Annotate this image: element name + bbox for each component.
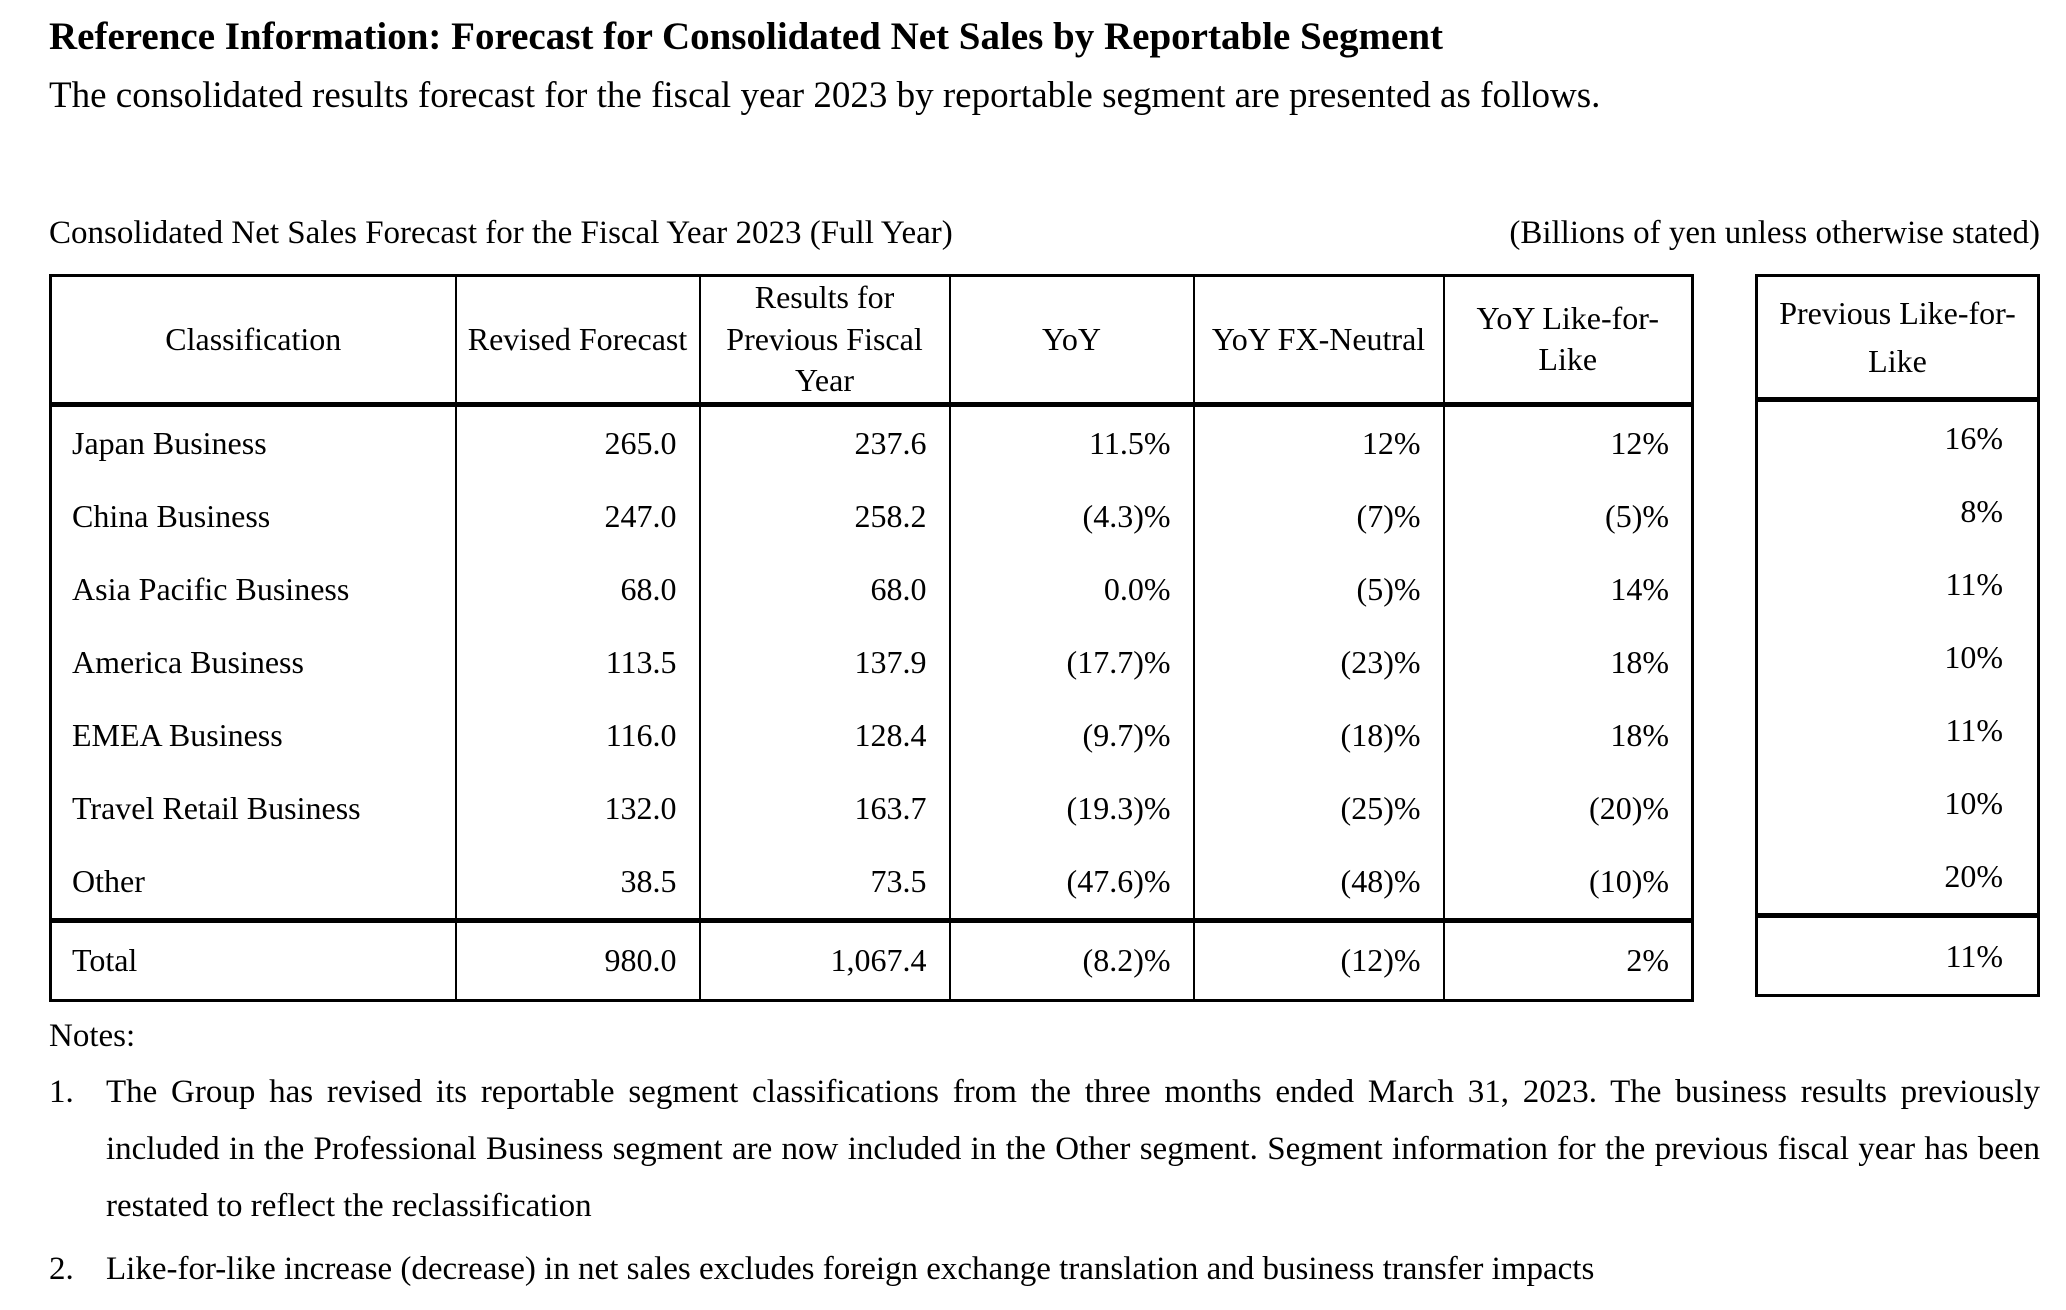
total-yoy-like-for-like: 2%	[1442, 917, 1694, 1001]
side-row-value: 20%	[1944, 858, 2003, 895]
row-value: 247.0	[454, 479, 701, 553]
total-yoy-fx-neutral: (12)%	[1192, 917, 1445, 1001]
page-subtitle: The consolidated results forecast for th…	[49, 74, 1601, 116]
table-body: Japan Business 265.0 237.6 11.5% 12% 12% China…	[49, 404, 1694, 921]
side-row-value: 8%	[1960, 493, 2003, 530]
row-value: 12%	[1442, 404, 1694, 480]
row-value: 163.7	[698, 771, 951, 845]
table-row: Travel Retail Business 132.0 163.7 (19.3)%(…	[49, 771, 1694, 845]
row-value: (5)%	[1442, 479, 1694, 553]
row-classification: Asia Pacific Business	[49, 552, 457, 626]
table-header: Classification Revised Forecast Results …	[49, 275, 1694, 407]
table-area: Classification Revised Forecast Results …	[49, 274, 2040, 1002]
header-classification: Classification	[49, 275, 457, 407]
note-text: Like-for-like increase (decrease) in net…	[106, 1251, 1595, 1288]
note-item-2: 2. Like-for-like increase (decrease) in …	[49, 1241, 2040, 1298]
table-caption-row: Consolidated Net Sales Forecast for the …	[49, 215, 2040, 252]
row-value: 258.2	[698, 479, 951, 553]
row-value: (23)%	[1192, 625, 1445, 699]
previous-like-for-like-values: 16% 8% 11% 10% 11% 10% 20%	[1758, 402, 2037, 913]
notes-label: Notes:	[49, 1017, 136, 1054]
row-classification: Other	[49, 844, 457, 921]
row-value: (17.7)%	[948, 625, 1195, 699]
row-value: 132.0	[454, 771, 701, 845]
row-value: (25)%	[1192, 771, 1445, 845]
row-value: 18%	[1442, 625, 1694, 699]
row-value: (18)%	[1192, 698, 1445, 772]
row-value: (7)%	[1192, 479, 1445, 553]
note-number: 2.	[49, 1251, 74, 1288]
page-title: Reference Information: Forecast for Cons…	[49, 15, 1444, 58]
side-row-value: 10%	[1944, 639, 2003, 676]
table-caption: Consolidated Net Sales Forecast for the …	[49, 215, 953, 252]
row-value: 0.0%	[948, 552, 1195, 626]
row-value: 38.5	[454, 844, 701, 921]
note-text: The Group has revised its reportable seg…	[106, 1074, 2040, 1225]
row-value: 137.9	[698, 625, 951, 699]
row-value: 18%	[1442, 698, 1694, 772]
row-classification: Travel Retail Business	[49, 771, 457, 845]
total-label: Total	[49, 917, 457, 1001]
row-classification: Japan Business	[49, 404, 457, 480]
table-row: America Business 113.5 137.9 (17.7)% (23)% 18…	[49, 625, 1694, 699]
total-previous-like-for-like: 11%	[1758, 913, 2037, 994]
row-value: (48)%	[1192, 844, 1445, 921]
row-classification: EMEA Business	[49, 698, 457, 772]
side-row-value: 16%	[1944, 420, 2003, 457]
row-value: (9.7)%	[948, 698, 1195, 772]
header-previous-like-for-like: Previous Like-for-Like	[1758, 277, 2037, 403]
table-row: China Business 247.0 258.2 (4.3)% (7)% (5)%	[49, 479, 1694, 553]
row-value: 68.0	[454, 552, 701, 626]
row-value: (5)%	[1192, 552, 1445, 626]
row-value: 116.0	[454, 698, 701, 772]
side-row-value: 11%	[1945, 712, 2003, 749]
total-yoy: (8.2)%	[948, 917, 1195, 1001]
row-value: 14%	[1442, 552, 1694, 626]
row-value: (20)%	[1442, 771, 1694, 845]
total-previous-results: 1,067.4	[698, 917, 951, 1001]
row-value: 11.5%	[948, 404, 1195, 480]
table-footer: Total 980.0 1,067.4 (8.2)% (12)% 2%	[49, 917, 1694, 1001]
note-number: 1.	[49, 1074, 74, 1111]
notes-section: Notes: 1. The Group has revised its repo…	[49, 1014, 2040, 1299]
header-previous-results: Results for Previous Fiscal Year	[698, 275, 951, 407]
row-value: (10)%	[1442, 844, 1694, 921]
previous-like-for-like-box: Previous Like-for-Like 16% 8% 11% 10% 11% 10%…	[1755, 274, 2040, 998]
row-value: 237.6	[698, 404, 951, 480]
total-row: Total 980.0 1,067.4 (8.2)% (12)% 2%	[49, 917, 1694, 1001]
row-classification: China Business	[49, 479, 457, 553]
header-yoy-fx-neutral: YoY FX-Neutral	[1192, 275, 1445, 407]
table-row: Asia Pacific Business 68.0 68.0 0.0% (5)% 14%	[49, 552, 1694, 626]
table-row: EMEA Business 116.0 128.4 (9.7)% (18)% 18%	[49, 698, 1694, 772]
row-value: 68.0	[698, 552, 951, 626]
row-value: 12%	[1192, 404, 1445, 480]
row-classification: America Business	[49, 625, 457, 699]
units-note: (Billions of yen unless otherwise stated…	[1509, 215, 2040, 252]
net-sales-forecast-table: Classification Revised Forecast Results …	[49, 274, 1694, 1002]
table-row: Japan Business 265.0 237.6 11.5% 12% 12%	[49, 404, 1694, 480]
table-header-row: Classification Revised Forecast Results …	[49, 275, 1694, 407]
header-revised-forecast: Revised Forecast	[454, 275, 701, 407]
row-value: 73.5	[698, 844, 951, 921]
row-value: 113.5	[454, 625, 701, 699]
total-revised-forecast: 980.0	[454, 917, 701, 1001]
side-row-value: 10%	[1944, 785, 2003, 822]
table-row: Other 38.5 73.5 (47.6)% (48)% (10)%	[49, 844, 1694, 921]
row-value: (47.6)%	[948, 844, 1195, 921]
header-yoy: YoY	[948, 275, 1195, 407]
note-item-1: 1. The Group has revised its reportable …	[49, 1064, 2040, 1235]
header-yoy-like-for-like: YoY Like-for-Like	[1442, 275, 1694, 407]
row-value: 265.0	[454, 404, 701, 480]
row-value: (19.3)%	[948, 771, 1195, 845]
row-value: 128.4	[698, 698, 951, 772]
row-value: (4.3)%	[948, 479, 1195, 553]
side-row-value: 11%	[1945, 566, 2003, 603]
